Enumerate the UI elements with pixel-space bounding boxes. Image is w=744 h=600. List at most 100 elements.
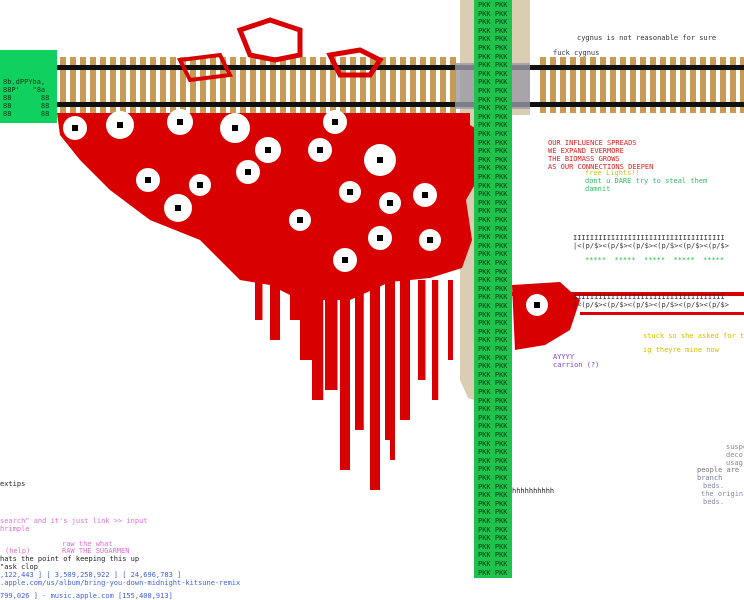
pkk-label: PKK PKK	[478, 327, 508, 336]
pkk-label: PKK PKK	[478, 18, 508, 27]
rail-tie	[310, 57, 316, 113]
rail-tie	[360, 57, 366, 113]
rail-tie	[110, 57, 116, 113]
pkk-label: PKK PKK	[478, 362, 508, 371]
pkk-label: PKK PKK	[478, 388, 508, 396]
rail-tie	[610, 57, 616, 113]
rail-tie	[230, 57, 236, 113]
pkk-label: PKK PKK	[478, 9, 508, 18]
right-note: beds.	[703, 482, 725, 490]
red-drip	[370, 280, 380, 490]
bottom-left-text: .apple.com/us/album/bring-you-down-midni…	[0, 579, 241, 587]
pkk-label: PKK PKK	[478, 379, 508, 388]
rail-tie	[620, 57, 626, 113]
pkk-label: PKK PKK	[478, 138, 508, 147]
pupil	[387, 200, 393, 206]
rail-tie	[570, 57, 576, 113]
rail-tie	[540, 57, 546, 113]
pkk-label: PKK PKK	[478, 491, 508, 500]
rail-tie	[400, 57, 406, 113]
note: fuck cygnus	[553, 49, 600, 57]
rail-tie	[350, 57, 356, 113]
green-column	[474, 0, 512, 578]
rail-tie	[560, 57, 566, 113]
pkk-label: PKK PKK	[478, 370, 508, 379]
influence-text: WE EXPAND EVERMORE	[548, 147, 624, 155]
rail-tie	[450, 57, 456, 113]
rail-tie	[660, 57, 666, 113]
rail-tie	[150, 57, 156, 113]
carrion-text: AYYYY	[553, 353, 575, 361]
pkk-label: PKK PKK	[478, 241, 508, 250]
ascii-art: 8b,dPPYba,	[3, 78, 46, 86]
carrion-text: carrion (?)	[553, 361, 600, 369]
pkk-label: PKK PKK	[478, 422, 508, 431]
pupil	[265, 147, 271, 153]
rail-tie	[710, 57, 716, 113]
rail-tie	[630, 57, 636, 113]
pkk-label: PKK PKK	[478, 568, 508, 577]
red-drip	[355, 280, 364, 430]
rail-tie	[590, 57, 596, 113]
pkk-label: PKK PKK	[478, 259, 508, 267]
pkk-label: PKK PKK	[478, 293, 508, 302]
pupil	[175, 205, 181, 211]
rail-tie	[580, 57, 586, 113]
pupil	[342, 257, 348, 263]
rail-tie	[300, 57, 306, 113]
rail-tie	[270, 57, 276, 113]
pupil	[317, 147, 323, 153]
rail-tie	[200, 57, 206, 113]
pkk-label: PKK PKK	[478, 517, 508, 525]
right-note: deco	[726, 451, 743, 459]
stuck-text: ig theyre mine now	[643, 346, 719, 354]
pkk-label: PKK PKK	[478, 474, 508, 482]
rail-tie	[720, 57, 726, 113]
stuck-text: stuck so she asked for th	[643, 332, 744, 340]
pkk-label: PKK PKK	[478, 482, 508, 491]
right-note: beds.	[703, 498, 725, 506]
pupil	[534, 302, 540, 308]
rail-tie	[220, 57, 226, 113]
rail-tie	[60, 57, 66, 113]
pkk-label: PKK PKK	[478, 448, 508, 457]
rail-tie	[160, 57, 166, 113]
ascii-art: 88 88	[3, 110, 50, 118]
rail-tie	[260, 57, 266, 113]
red-drip	[300, 280, 315, 360]
pkk-label: PKK PKK	[478, 95, 508, 104]
pkk-label: PKK PKK	[478, 233, 508, 242]
rail-tie	[320, 57, 326, 113]
pkk-label: PKK PKK	[478, 190, 508, 199]
rail-tie	[340, 57, 346, 113]
pupil	[72, 125, 78, 131]
pupil	[145, 177, 151, 183]
pkk-label: PKK PKK	[478, 302, 508, 310]
red-drip	[312, 280, 324, 400]
pkk-label: PKK PKK	[478, 413, 508, 422]
rail-tie	[640, 57, 646, 113]
bottom-left-text: raw the what	[62, 540, 113, 548]
pkk-label: PKK PKK	[478, 130, 508, 138]
rail-tie	[430, 57, 436, 113]
bottom-left-text: ,122,443 ] [ 3,509,250,922 ] [ 24,696,78…	[0, 571, 182, 579]
pkk-label: PKK PKK	[478, 284, 508, 293]
pkk-label: PKK PKK	[478, 121, 508, 130]
pkk-label: PKK PKK	[478, 310, 508, 319]
pattern-row: |<(p/$><(p/$><(p/$><(p/$><(p/$><(p/$>	[573, 301, 729, 309]
bottom-left-text: "ask clop	[0, 563, 38, 571]
lights-text: free Lights!!	[585, 169, 640, 177]
red-drip	[270, 280, 280, 340]
rail	[57, 65, 744, 70]
rail-tie	[100, 57, 106, 113]
pkk-label: PKK PKK	[478, 147, 508, 156]
rail-tie	[410, 57, 416, 113]
pkk-label: PKK PKK	[478, 250, 508, 259]
rail-tie	[170, 57, 176, 113]
rail-tie	[370, 57, 376, 113]
pkk-label: PKK PKK	[478, 224, 508, 233]
rail-tie	[140, 57, 146, 113]
pkk-label: PKK PKK	[478, 465, 508, 474]
pkk-label: PKK PKK	[478, 78, 508, 87]
pkk-label: PKK PKK	[478, 69, 508, 78]
